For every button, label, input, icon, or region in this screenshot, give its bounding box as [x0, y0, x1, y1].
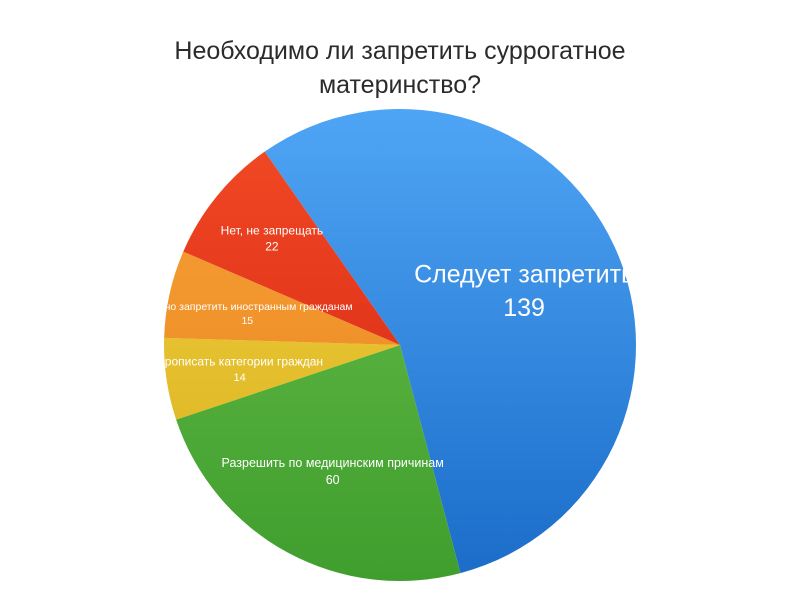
chart-title-line-2: материнство?	[318, 71, 482, 99]
pie-slice	[183, 151, 400, 345]
slice-label: Разрешить по медицинским причинам	[222, 456, 444, 470]
slice-value-label: 22	[265, 239, 279, 253]
slice-label: Нет, не запрещать	[221, 223, 323, 237]
pie-slice	[164, 337, 400, 420]
slice-value-label: 60	[326, 473, 340, 487]
slice-value-label: 139	[503, 294, 545, 322]
pie-slice	[176, 345, 461, 581]
pie-slice	[264, 108, 637, 574]
slice-value-label: 14	[233, 372, 245, 384]
slice-label: Нет, но запретить иностранным гражданам	[142, 301, 353, 313]
chart-title: Необходимо ли запретить суррогатное мате…	[150, 34, 650, 102]
pie-slice	[164, 251, 400, 345]
slice-label: Прописать категории граждан	[156, 355, 323, 369]
slice-value-label: 15	[241, 315, 253, 327]
slice-label: Следует запретить	[414, 261, 634, 289]
chart-title-line-1: Необходимо ли запретить суррогатное	[174, 37, 626, 65]
